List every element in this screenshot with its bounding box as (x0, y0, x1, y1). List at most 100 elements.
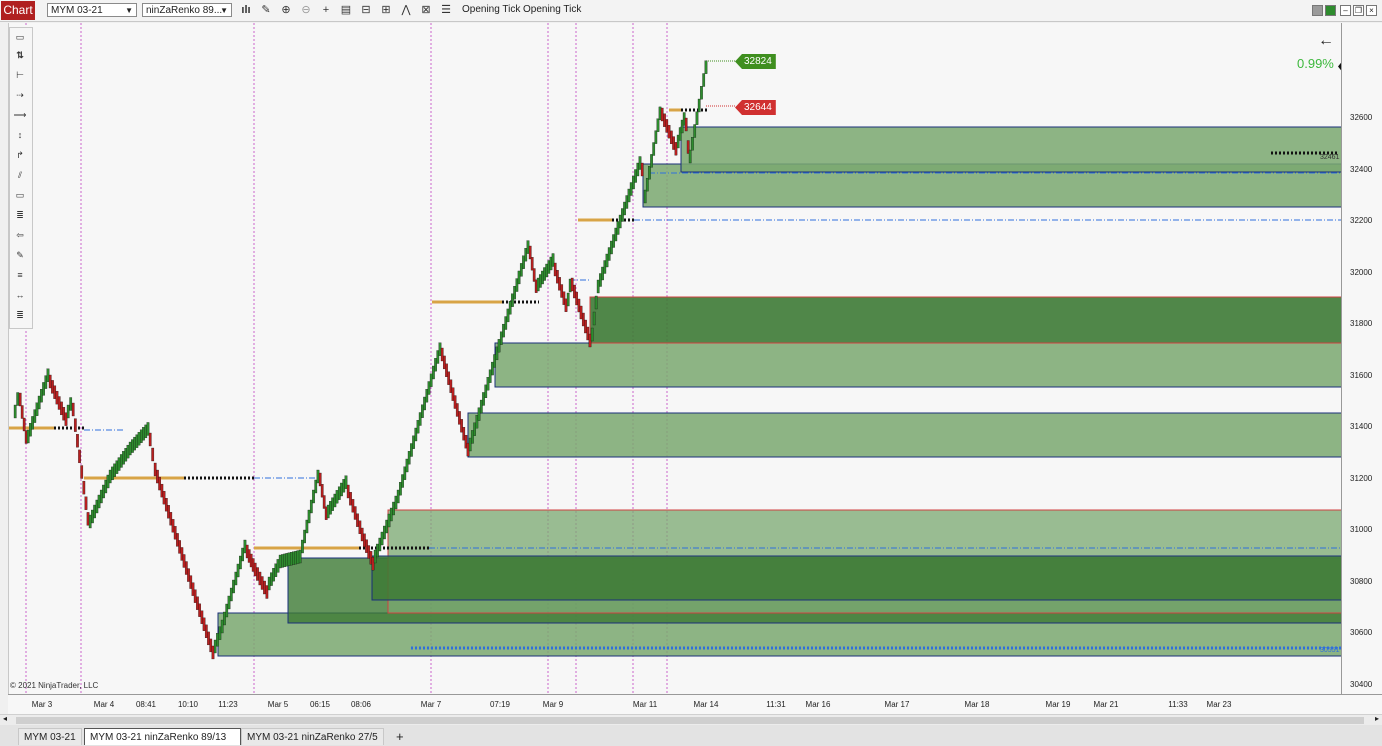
bull-brick (592, 311, 596, 326)
bull-brick (115, 460, 119, 474)
bull-brick (383, 525, 386, 540)
strategies-icon[interactable]: ⊞ (381, 4, 391, 16)
opening-tick-button-1[interactable]: Opening Tick (462, 4, 521, 15)
bull-brick (281, 554, 284, 568)
bear-brick (460, 419, 463, 433)
bull-brick (603, 260, 607, 274)
bear-brick (672, 136, 675, 150)
text-align-icon[interactable]: ≣ (16, 310, 24, 320)
bull-brick (69, 397, 73, 411)
drawing-tools-menu-icon[interactable]: ▭ (15, 32, 25, 42)
scroll-left-icon[interactable]: ◂ (3, 714, 8, 723)
bull-brick (434, 358, 437, 372)
x-tick-label: Mar 18 (964, 700, 990, 709)
bear-brick (171, 519, 175, 533)
bear-brick (22, 417, 26, 432)
bull-brick (502, 323, 505, 338)
bear-brick (169, 512, 173, 526)
bull-brick (102, 484, 105, 499)
bear-brick (586, 326, 590, 341)
time-axis[interactable]: Mar 3 Mar 4 08:41 10:10 11:23 Mar 5 06:1… (8, 694, 1382, 715)
bear-brick (570, 277, 574, 292)
extended-line-icon[interactable]: ⟶ (13, 110, 27, 120)
bear-brick (449, 379, 453, 393)
vertical-line-icon[interactable]: ↕ (17, 130, 23, 140)
bull-brick (403, 466, 407, 480)
bull-brick (144, 424, 148, 439)
global-draw-icon[interactable]: ⇅ (16, 50, 24, 60)
bull-brick (421, 404, 424, 418)
strategies-chart-icon[interactable]: ⋀ (401, 4, 411, 16)
x-tick-label: 11:33 (1168, 700, 1188, 709)
scroll-thumb[interactable] (16, 717, 1364, 724)
bear-brick (80, 465, 84, 479)
bear-brick (588, 333, 592, 348)
price-axis[interactable]: 32600 32400 32200 32000 31800 31600 3140… (1341, 23, 1382, 694)
arrow-line-icon[interactable]: ↱ (16, 150, 24, 160)
tab-ninzarenko-27[interactable]: MYM 03-21 ninZaRenko 27/5 (241, 728, 384, 745)
bull-brick (296, 550, 300, 564)
arrow-icon[interactable]: ⇦ (16, 230, 24, 240)
rectangle-icon[interactable]: ▭ (15, 190, 25, 200)
restore-icon[interactable]: ❐ (1353, 5, 1364, 16)
bars-icon[interactable]: ılı (241, 4, 251, 16)
y-tick-label: 30600 (1350, 628, 1373, 637)
bull-brick (333, 493, 337, 508)
bull-brick (610, 240, 613, 255)
chevron-down-icon: ▼ (125, 6, 133, 15)
back-arrow-icon[interactable]: ← (1318, 32, 1334, 49)
lines-icon[interactable]: ≡ (17, 270, 23, 280)
bull-brick (95, 499, 99, 514)
minimize-icon[interactable]: – (1340, 5, 1351, 16)
bull-brick (513, 285, 516, 300)
x-tick-label: Mar 19 (1045, 700, 1071, 709)
bear-brick (558, 277, 561, 291)
link-color-icon[interactable] (1325, 5, 1336, 16)
bear-brick (258, 571, 262, 586)
bull-brick (643, 189, 647, 204)
zoom-out-icon[interactable]: ⊖ (301, 4, 311, 16)
channel-icon[interactable]: ⫽ (17, 170, 22, 180)
bear-brick (584, 319, 587, 334)
templates-icon[interactable]: ⊟ (361, 4, 371, 16)
close-icon[interactable]: × (1366, 5, 1377, 16)
zoom-in-icon[interactable]: ⊕ (281, 4, 291, 16)
y-tick-label: 31400 (1350, 422, 1373, 431)
color-swatch-icon[interactable] (1312, 5, 1323, 16)
measure-icon[interactable]: ↔ (15, 290, 25, 300)
bull-brick (648, 166, 651, 180)
bull-brick (607, 247, 611, 261)
bull-brick (488, 369, 492, 383)
bear-brick (62, 407, 66, 421)
fibonacci-icon[interactable]: ≣ (16, 210, 24, 220)
bull-brick (276, 559, 280, 573)
crosshair-icon[interactable]: + (322, 4, 330, 16)
opening-tick-button-2[interactable]: Opening Tick (523, 4, 582, 15)
chart-menu-button[interactable]: Chart (1, 1, 35, 20)
properties-icon[interactable]: ▤ (340, 4, 352, 16)
data-box-icon[interactable]: ⊠ (421, 4, 431, 16)
list-icon[interactable]: ☰ (441, 4, 451, 16)
horizontal-scrollbar[interactable]: ◂ ▸ (0, 714, 1382, 726)
ray-icon[interactable]: ⇢ (16, 90, 24, 100)
bull-brick (40, 389, 43, 403)
chart-type-selector[interactable]: ninZaRenko 89... ▼ (142, 3, 232, 17)
bull-brick (605, 253, 609, 268)
bull-brick (243, 539, 247, 554)
ruler-icon[interactable]: ⊢ (16, 70, 24, 80)
bull-brick (477, 407, 481, 421)
bear-brick (191, 582, 195, 596)
bear-brick (447, 371, 451, 385)
pencil-icon[interactable]: ✎ (261, 4, 271, 16)
tab-ninzarenko-89[interactable]: MYM 03-21 ninZaRenko 89/13 (84, 728, 241, 745)
chart-plot-area[interactable] (8, 23, 1342, 694)
bull-brick (314, 479, 318, 494)
bull-brick (13, 404, 17, 419)
add-tab-button[interactable]: + (396, 729, 404, 744)
instrument-selector[interactable]: MYM 03-21 ▼ (47, 3, 137, 17)
pencil-icon[interactable]: ✎ (16, 250, 24, 260)
demand-zone (589, 296, 1342, 344)
tab-mym[interactable]: MYM 03-21 (18, 728, 82, 745)
scroll-right-icon[interactable]: ▸ (1374, 714, 1379, 723)
bear-brick (162, 490, 166, 505)
